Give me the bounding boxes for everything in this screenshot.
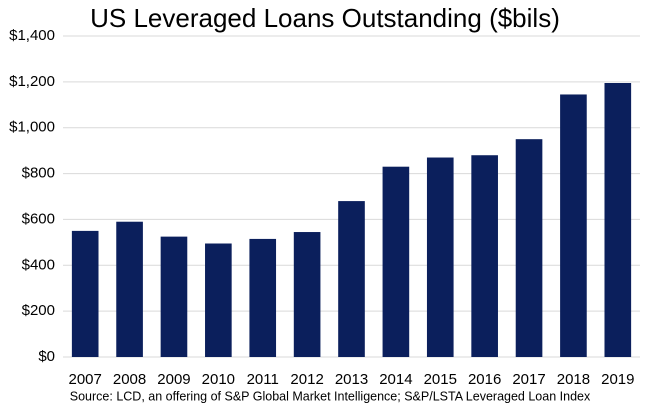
source-note: Source: LCD, an offering of S&P Global M… xyxy=(70,389,591,403)
y-tick-label: $800 xyxy=(22,165,55,182)
x-tick-label: 2008 xyxy=(113,371,146,388)
y-tick-label: $1,400 xyxy=(9,27,55,44)
bar xyxy=(249,238,277,357)
x-tick-label: 2013 xyxy=(335,371,368,388)
y-tick-label: $0 xyxy=(38,348,55,365)
x-tick-label: 2017 xyxy=(512,371,545,388)
bar xyxy=(515,139,543,357)
bar xyxy=(382,166,410,357)
bar xyxy=(426,157,454,357)
y-tick-label: $1,200 xyxy=(9,73,55,90)
chart-title: US Leveraged Loans Outstanding ($bils) xyxy=(90,3,560,33)
x-tick-label: 2019 xyxy=(601,371,634,388)
bar xyxy=(560,94,587,357)
bar xyxy=(604,83,632,357)
x-tick-label: 2014 xyxy=(379,371,412,388)
y-tick-label: $200 xyxy=(22,302,55,319)
y-tick-label: $600 xyxy=(22,210,55,227)
y-tick-label: $400 xyxy=(22,256,55,273)
x-tick-label: 2009 xyxy=(157,371,190,388)
x-tick-label: 2018 xyxy=(557,371,590,388)
bar xyxy=(471,155,498,357)
bar xyxy=(116,221,143,357)
bar xyxy=(160,236,188,357)
x-tick-label: 2010 xyxy=(202,371,235,388)
bar xyxy=(71,230,99,357)
bar xyxy=(293,232,321,357)
x-tick-label: 2007 xyxy=(69,371,102,388)
bar xyxy=(205,243,232,357)
bar xyxy=(338,201,365,357)
x-tick-label: 2011 xyxy=(247,371,279,388)
x-tick-label: 2016 xyxy=(468,371,501,388)
y-tick-label: $1,000 xyxy=(9,119,55,136)
x-tick-label: 2012 xyxy=(290,371,323,388)
x-tick-label: 2015 xyxy=(424,371,457,388)
